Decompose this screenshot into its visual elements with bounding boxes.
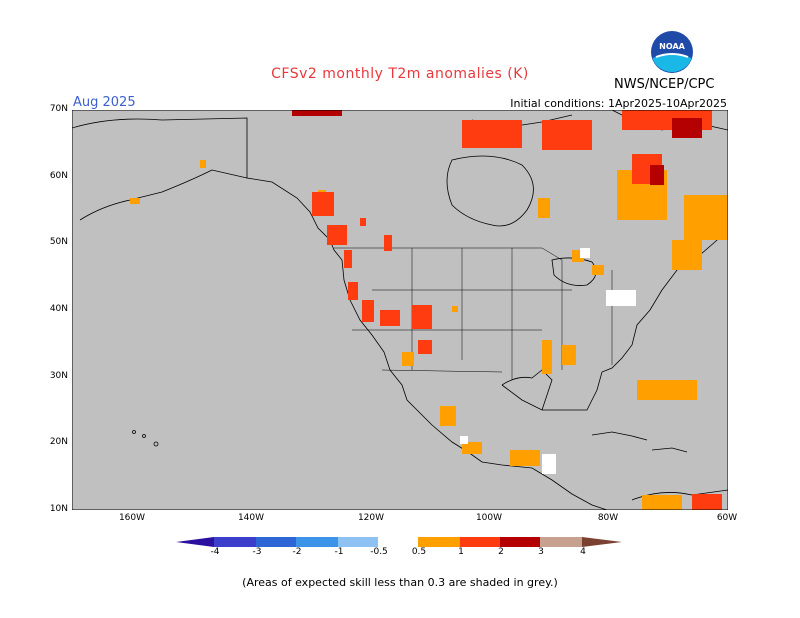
colorbar-high-arrow	[582, 537, 622, 547]
skill-footnote: (Areas of expected skill less than 0.3 a…	[242, 576, 558, 589]
colorbar-label-neg3: -3	[252, 547, 262, 557]
lat-label-70n: 70N	[49, 104, 68, 114]
lon-label-60w: 60W	[716, 513, 738, 523]
colorbar-label-neg4: -4	[210, 547, 220, 557]
lat-label-30n: 30N	[49, 371, 68, 381]
political-borders	[334, 247, 613, 380]
colorbar-label-05: 0.5	[411, 547, 427, 557]
lat-label-50n: 50N	[49, 237, 68, 247]
lon-label-100w: 100W	[475, 513, 503, 523]
colorbar-label-neg2: -2	[292, 547, 302, 557]
colorbar	[170, 534, 630, 553]
colorbar-label-2: 2	[498, 547, 504, 557]
anomaly-map	[71, 109, 729, 514]
lon-label-140w: 140W	[237, 513, 265, 523]
lat-label-20n: 20N	[49, 437, 68, 447]
initial-conditions: Initial conditions: 1Apr2025-10Apr2025	[510, 97, 727, 110]
colorbar-label-neg05: -0.5	[370, 547, 388, 557]
lon-label-120w: 120W	[357, 513, 385, 523]
colorbar-label-4: 4	[580, 547, 586, 557]
colorbar-label-neg1: -1	[334, 547, 344, 557]
forecast-period: Aug 2025	[73, 95, 136, 110]
colorbar-label-1: 1	[458, 547, 464, 557]
lat-label-60n: 60N	[49, 171, 68, 181]
map-title: CFSv2 monthly T2m anomalies (K)	[271, 66, 529, 82]
lat-label-40n: 40N	[49, 304, 68, 314]
svg-text:NOAA: NOAA	[659, 42, 685, 51]
agency-label: NWS/NCEP/CPC	[614, 77, 715, 92]
lat-label-10n: 10N	[49, 504, 68, 514]
colorbar-label-3: 3	[538, 547, 544, 557]
warm-anomaly-areas	[130, 110, 728, 510]
lon-label-160w: 160W	[118, 513, 146, 523]
colorbar-low-arrow	[176, 537, 214, 547]
lon-label-80w: 80W	[597, 513, 619, 523]
noaa-logo: NOAA	[650, 30, 694, 78]
